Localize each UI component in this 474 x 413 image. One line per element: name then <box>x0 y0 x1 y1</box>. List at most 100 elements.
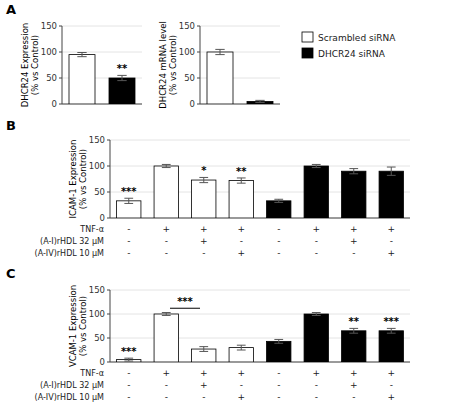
error-bar-cap <box>312 167 321 168</box>
category-label: + <box>387 392 395 402</box>
legend-label: Scrambled siRNA <box>318 33 396 43</box>
category-label: + <box>237 248 245 258</box>
error-bar-stem <box>82 53 83 57</box>
category-label: + <box>387 248 395 258</box>
error-bar-cap <box>162 167 171 168</box>
category-label: - <box>277 392 280 402</box>
marks <box>207 49 273 104</box>
error-bar-stem <box>241 178 242 183</box>
error-bar-stem <box>353 328 354 333</box>
category-label: + <box>162 368 170 378</box>
error-bar-cap <box>117 80 126 81</box>
category-label: + <box>350 224 358 234</box>
tick-label: 150 <box>41 21 57 31</box>
y-axis-label: ICAM-1 Expression(% vs Control) <box>68 140 88 219</box>
bar <box>304 314 328 362</box>
error-bar-cap <box>274 202 283 203</box>
tick-label: 50 <box>184 73 195 83</box>
bar <box>207 52 233 104</box>
error-bar-stem <box>353 169 354 174</box>
tick-label: 0 <box>190 99 195 109</box>
y-axis <box>62 26 63 104</box>
category-label: + <box>237 368 245 378</box>
category-label: - <box>127 392 130 402</box>
category-label: + <box>162 224 170 234</box>
error-bar <box>162 164 171 167</box>
significance-label: * <box>201 165 207 176</box>
annotations: ****** <box>121 165 247 197</box>
grid-line <box>62 52 142 53</box>
annotations: ** <box>117 63 128 74</box>
error-bar-cap <box>255 102 264 103</box>
row-header: TNF-α <box>79 369 104 378</box>
error-bar-stem <box>128 198 129 203</box>
error-bar-cap <box>255 100 264 101</box>
figure: A050100150DHCR24 Expression(% vs Control… <box>0 0 474 413</box>
y-axis <box>110 290 111 362</box>
error-bar-cap <box>274 199 283 200</box>
bar <box>192 180 216 218</box>
error-bar-cap <box>237 350 246 351</box>
error-bar-cap <box>77 56 86 57</box>
category-label: - <box>127 248 130 258</box>
error-bar <box>274 339 283 343</box>
bar <box>154 314 178 362</box>
error-bar <box>274 199 283 202</box>
error-bar-stem <box>122 75 123 80</box>
significance-label: ** <box>117 63 128 74</box>
error-bar <box>77 53 86 57</box>
y-axis-label-line: DHCR24 mRNA level <box>158 21 168 109</box>
bar <box>379 171 403 218</box>
error-bar-stem <box>220 49 221 54</box>
error-bar-cap <box>124 361 133 362</box>
category-label: - <box>127 236 130 246</box>
bar <box>229 181 253 218</box>
category-label: - <box>315 236 318 246</box>
legend-swatch <box>302 32 313 42</box>
category-label: - <box>127 368 130 378</box>
tick-label: 150 <box>89 285 105 295</box>
bar <box>117 201 141 218</box>
category-label: - <box>390 236 393 246</box>
error-bar <box>199 177 208 182</box>
error-bar <box>124 358 133 361</box>
significance-label: *** <box>121 186 137 197</box>
category-label: - <box>202 248 205 258</box>
panel: B050100150ICAM-1 Expression(% vs Control… <box>6 118 410 258</box>
error-bar <box>215 49 224 54</box>
tick-label: 50 <box>46 73 57 83</box>
tick-label: 50 <box>94 187 105 197</box>
bar <box>267 201 291 218</box>
panel-title: A <box>6 2 16 17</box>
error-bar-cap <box>215 54 224 55</box>
legend-swatch <box>302 48 313 58</box>
significance-label: ** <box>236 166 247 177</box>
category-label: + <box>387 224 395 234</box>
y-axis-label-line: (% vs Control) <box>168 35 178 95</box>
error-bar <box>312 313 321 316</box>
error-bar-stem <box>203 177 204 182</box>
error-bar-cap <box>237 183 246 184</box>
tick-label: 0 <box>100 213 105 223</box>
error-bar <box>199 347 208 352</box>
error-bar-cap <box>117 75 126 76</box>
panel-title: B <box>6 118 16 133</box>
error-bar-cap <box>349 168 358 169</box>
category-label: - <box>240 380 243 390</box>
panel: C050100150VCAM-1 Expression(% vs Control… <box>6 266 410 402</box>
tick-label: 50 <box>94 333 105 343</box>
bar <box>342 331 366 362</box>
error-bar-cap <box>312 312 321 313</box>
tick-label: 0 <box>100 357 105 367</box>
bar <box>192 349 216 362</box>
grid-line <box>110 140 410 141</box>
error-bar-cap <box>274 343 283 344</box>
marks <box>117 313 404 362</box>
legend: Scrambled siRNADHCR24 siRNA <box>302 32 396 59</box>
panel: A050100150DHCR24 Expression(% vs Control… <box>6 2 142 109</box>
category-label: - <box>315 248 318 258</box>
error-bar-cap <box>387 333 396 334</box>
category-label: - <box>240 236 243 246</box>
y-axis-label: DHCR24 Expression(% vs Control) <box>20 23 40 107</box>
error-bar-stem <box>391 167 392 175</box>
